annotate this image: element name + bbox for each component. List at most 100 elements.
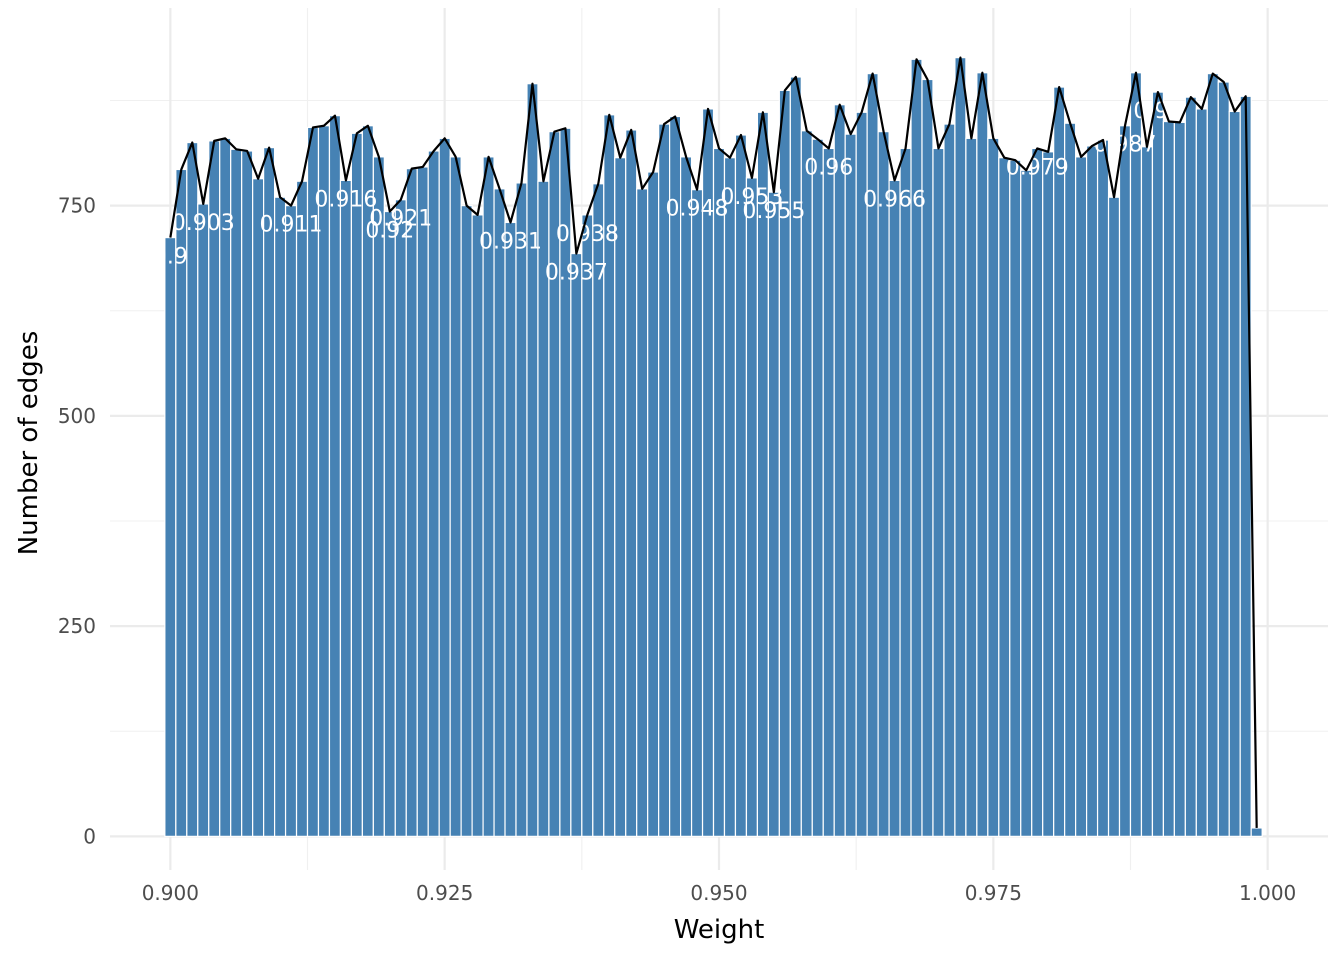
x-tick-label: 1.000 — [1239, 881, 1296, 905]
x-axis-title: Weight — [674, 915, 765, 945]
histogram-bar — [416, 166, 429, 837]
histogram-bar — [1239, 95, 1252, 837]
histogram-bar — [976, 72, 989, 837]
bar-value-label: 0.955 — [742, 199, 805, 224]
bar-value-label: 0.931 — [479, 229, 542, 254]
histogram-bar — [1250, 827, 1263, 837]
y-tick-label: 500 — [58, 404, 96, 428]
histogram-bar — [394, 199, 407, 837]
histogram-bar — [987, 137, 1000, 837]
bar-value-label: 0.966 — [863, 187, 926, 212]
histogram-bar — [1228, 110, 1241, 837]
histogram-bar — [800, 130, 813, 837]
histogram-bar — [339, 179, 353, 837]
bar-value-label: 0.96 — [804, 155, 853, 180]
frequency-polygon-line — [169, 56, 1258, 828]
histogram-bar — [328, 115, 342, 837]
y-tick-label: 0 — [83, 824, 96, 848]
histogram-bar — [1031, 147, 1044, 837]
histogram-bar — [1085, 145, 1099, 837]
histogram-bar — [284, 205, 298, 837]
bar-value-label: 0.938 — [556, 222, 619, 247]
bar-value-label: 0.92 — [365, 219, 414, 244]
histogram-bar — [405, 168, 418, 837]
histogram-bar — [811, 138, 824, 837]
histogram-bar — [679, 156, 693, 837]
histogram-bar — [230, 148, 243, 837]
histogram-bar — [614, 157, 627, 837]
x-tick-label: 0.950 — [690, 881, 747, 905]
histogram-bar — [1195, 108, 1208, 837]
histogram-bar — [515, 182, 528, 837]
histogram-bar — [1020, 169, 1033, 837]
histogram-bar — [241, 150, 254, 837]
histogram-bar — [449, 156, 462, 837]
histogram-bar — [1075, 156, 1088, 837]
histogram-bar — [690, 189, 704, 837]
histogram-bar — [570, 252, 583, 837]
histogram-bar — [460, 205, 473, 837]
histogram-bar — [888, 179, 901, 837]
y-tick-label: 750 — [58, 194, 96, 218]
histogram-bar — [1009, 159, 1022, 837]
histogram-bar — [734, 134, 748, 837]
histogram-bar — [1140, 146, 1154, 837]
histogram-bar — [1129, 72, 1143, 837]
bar-value-label: 0.921 — [369, 207, 432, 232]
x-tick-label: 0.900 — [142, 881, 199, 905]
x-tick-label: 0.975 — [965, 881, 1022, 905]
histogram-bar — [789, 76, 802, 837]
bar-value-label: 0.916 — [314, 187, 377, 212]
histogram-bar — [273, 196, 287, 837]
histogram-bar — [252, 178, 265, 837]
y-axis-ticks: 0 250 500 750 — [58, 194, 96, 849]
histogram-bar — [1217, 81, 1230, 837]
histogram-bar — [164, 236, 177, 837]
histogram-bar — [295, 180, 309, 837]
histogram-bar — [427, 150, 440, 837]
histogram-bar — [493, 188, 506, 837]
bar-value-label: 0.903 — [172, 211, 235, 236]
histogram-bar — [658, 123, 671, 837]
histogram-bar — [877, 131, 890, 837]
histogram-bar — [745, 177, 759, 837]
histogram-bar — [1151, 91, 1165, 837]
histogram-bar — [208, 140, 221, 837]
x-axis-ticks: 0.900 0.925 0.950 0.975 1.000 — [142, 881, 1297, 905]
histogram-bar — [526, 83, 539, 837]
histogram-bar — [712, 147, 726, 837]
bar-value-label: 0.911 — [260, 213, 323, 238]
bar-value-label: 0.948 — [666, 197, 729, 222]
bars — [164, 57, 1263, 837]
histogram-bar — [1206, 72, 1219, 837]
histogram-bar — [1118, 125, 1132, 837]
x-tick-label: 0.925 — [416, 881, 473, 905]
histogram-bar — [1064, 122, 1077, 837]
histogram-bar — [899, 147, 912, 837]
histogram-bar — [1053, 86, 1066, 837]
histogram-bar — [625, 129, 638, 837]
y-tick-label: 250 — [58, 614, 96, 638]
histogram-bar — [932, 147, 945, 837]
histogram-bar — [350, 132, 363, 837]
histogram-bar — [471, 214, 484, 837]
bar-value-label: 0.937 — [545, 261, 608, 286]
histogram-bar — [998, 157, 1011, 837]
histogram-bar — [1173, 121, 1186, 837]
histogram-bar — [219, 137, 232, 837]
histogram-bar — [647, 171, 660, 837]
y-axis-title: Number of edges — [14, 331, 44, 556]
histogram-bar — [636, 188, 649, 837]
histogram-bar — [767, 191, 780, 837]
histogram-bar — [822, 147, 835, 837]
histogram-bar — [186, 141, 199, 837]
histogram-bar — [263, 147, 276, 837]
histogram-bar — [1107, 196, 1121, 837]
histogram-bar — [1184, 96, 1197, 837]
histogram-bar — [581, 214, 594, 837]
histogram-bar — [833, 104, 846, 837]
histogram-bar — [372, 156, 385, 837]
histogram-bar — [383, 210, 396, 837]
